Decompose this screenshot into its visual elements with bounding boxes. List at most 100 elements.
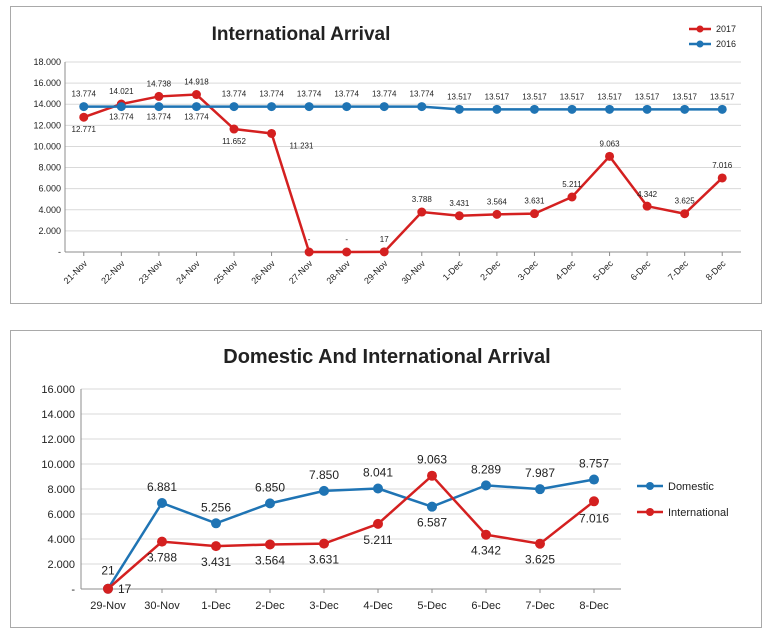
data-point-2016	[680, 104, 690, 114]
data-label-domestic: 5.256	[201, 500, 231, 514]
data-label-2017: 9.063	[600, 139, 621, 148]
y-tick-label: 6.000	[38, 184, 61, 194]
legend-marker-Domestic	[646, 482, 654, 490]
data-label-domestic: 6.881	[147, 480, 177, 494]
chart-title: International Arrival	[212, 24, 391, 45]
data-point-2017	[79, 112, 89, 122]
data-label-2016: 13.774	[372, 90, 397, 99]
data-point-2016	[304, 102, 314, 112]
data-point-2016	[605, 104, 615, 114]
data-point-2017	[229, 124, 239, 134]
data-point-2017	[267, 128, 277, 138]
y-tick-label: 4.000	[38, 205, 61, 215]
data-point-2017	[529, 209, 539, 219]
data-point-Domestic	[481, 480, 491, 491]
data-label-2017: 5.211	[562, 180, 582, 189]
legend-label-2016: 2016	[716, 39, 736, 49]
y-tick-label: 16.000	[33, 78, 61, 88]
legend-marker-International	[646, 508, 654, 516]
data-label-international: 17	[118, 582, 132, 596]
series-line-Domestic	[106, 478, 595, 590]
x-tick-label: 25-Nov	[212, 258, 240, 286]
international-arrival-chart: International Arrival - 2.000 4.000 6.000 8.0…	[10, 6, 762, 304]
data-label-2016: 13.774	[410, 90, 435, 99]
data-label-2016: 13.517	[597, 92, 622, 101]
x-tick-label: 24-Nov	[174, 258, 202, 286]
data-label-2017: 17	[380, 235, 389, 244]
data-label-2016: 13.774	[184, 113, 209, 122]
x-tick-label: 23-Nov	[137, 258, 165, 286]
data-point-International	[157, 536, 167, 547]
y-tick-label: 12.000	[41, 434, 75, 446]
x-tick-label: 4-Dec	[363, 600, 393, 612]
data-label-domestic: 7.850	[309, 468, 339, 482]
data-point-2016	[717, 104, 727, 114]
data-label-international: 3.631	[309, 553, 339, 567]
data-label-2016: 13.774	[72, 90, 97, 99]
data-point-2017	[454, 211, 464, 221]
y-tick-label: 18.000	[33, 57, 61, 67]
data-point-International	[373, 518, 383, 529]
data-point-2017	[680, 209, 690, 219]
data-point-2016	[191, 102, 201, 112]
data-label-2016: 13.517	[447, 92, 472, 101]
x-tick-label: 27-Nov	[287, 258, 315, 286]
data-label-domestic: 7.987	[525, 466, 555, 480]
data-point-2017	[191, 90, 201, 100]
data-point-International	[535, 538, 545, 549]
x-tick-label: 29-Nov	[362, 258, 390, 286]
y-tick-label: 14.000	[41, 409, 75, 421]
data-label-2016: 13.774	[259, 90, 284, 99]
x-tick-label: 5-Dec	[591, 258, 615, 282]
data-label-international: 9.063	[417, 453, 447, 467]
x-tick-label: 5-Dec	[417, 600, 447, 612]
data-point-2017	[342, 247, 352, 257]
data-point-2017	[304, 247, 314, 257]
y-tick-label: 12.000	[33, 120, 61, 130]
data-label-2017: 3.788	[412, 195, 433, 204]
data-label-2016: 13.517	[560, 92, 585, 101]
x-tick-label: 8-Dec	[579, 600, 609, 612]
data-point-International	[427, 470, 437, 481]
data-label-international: 4.342	[471, 544, 501, 558]
x-tick-label: 1-Dec	[441, 258, 465, 282]
x-tick-label: 21-Nov	[62, 258, 90, 286]
data-point-2016	[342, 102, 352, 112]
data-label-2017: 12.771	[72, 125, 97, 134]
data-label-2017: 3.431	[449, 199, 470, 208]
x-tick-label: 3-Dec	[309, 600, 339, 612]
data-label-2016: 13.517	[635, 92, 660, 101]
x-tick-label: 2-Dec	[255, 600, 285, 612]
data-point-2016	[529, 104, 539, 114]
legend-label-International: International	[668, 507, 729, 519]
y-tick-label: 8.000	[47, 484, 75, 496]
x-tick-label: 28-Nov	[324, 258, 352, 286]
data-label-domestic: 6.587	[417, 516, 447, 530]
data-point-Domestic	[535, 484, 545, 495]
data-point-2017	[567, 192, 577, 202]
data-point-International	[265, 539, 275, 550]
data-point-International	[211, 541, 221, 552]
x-tick-label: 22-Nov	[99, 258, 127, 286]
data-point-Domestic	[373, 483, 383, 494]
data-label-international: 3.788	[147, 551, 177, 565]
data-point-Domestic	[319, 485, 329, 496]
data-point-International	[103, 583, 113, 594]
data-label-2017: -	[345, 235, 348, 244]
y-tick-label: -	[58, 247, 61, 257]
data-label-2016: 13.774	[334, 90, 359, 99]
data-point-Domestic	[265, 498, 275, 509]
y-tick-label: 4.000	[47, 534, 75, 546]
y-tick-label: 8.000	[38, 163, 61, 173]
x-tick-label: 7-Dec	[525, 600, 555, 612]
data-point-International	[481, 529, 491, 540]
y-tick-label: 2.000	[38, 226, 61, 236]
data-point-International	[589, 496, 599, 507]
x-tick-label: 30-Nov	[400, 258, 428, 286]
data-label-international: 7.016	[579, 511, 609, 525]
data-label-2017: 3.631	[524, 197, 545, 206]
data-label-domestic: 8.041	[363, 465, 393, 479]
data-point-Domestic	[427, 501, 437, 512]
series-line-2016	[83, 105, 723, 111]
legend-label-2017: 2017	[716, 24, 736, 34]
